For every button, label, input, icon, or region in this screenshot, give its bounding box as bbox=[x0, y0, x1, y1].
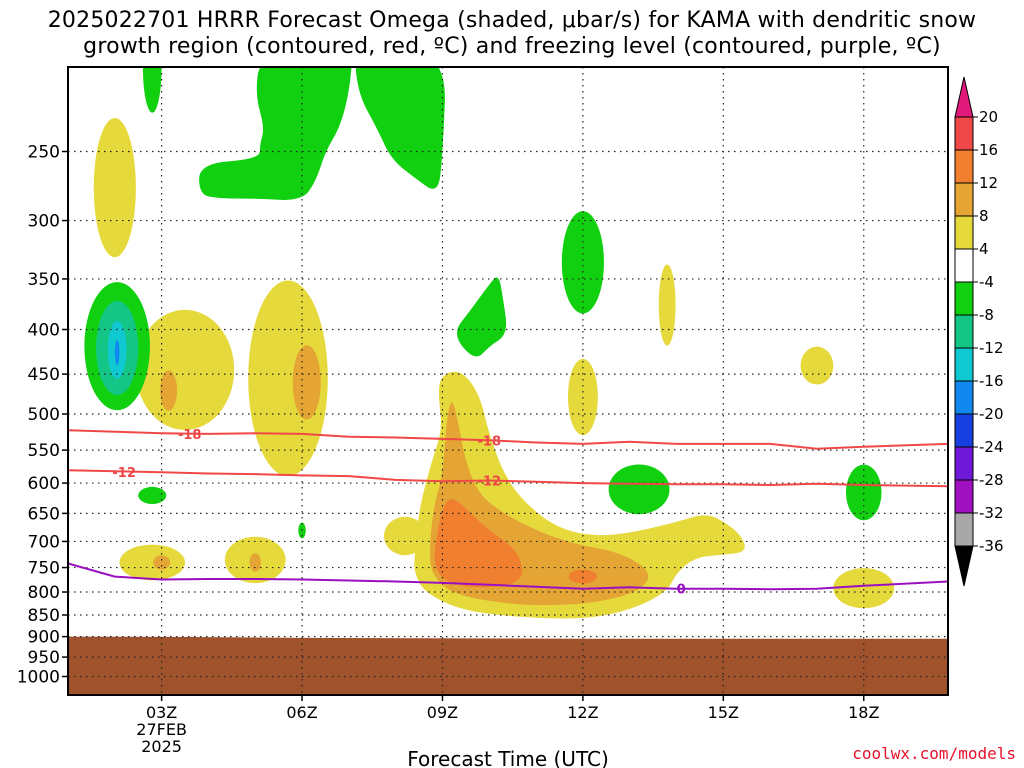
gridlines bbox=[68, 67, 948, 695]
colorbar-label: 4 bbox=[979, 240, 989, 258]
y-tick-label: 1000 bbox=[17, 668, 60, 688]
omega-region-10 bbox=[249, 553, 261, 572]
colorbar-label: 20 bbox=[979, 108, 998, 126]
colorbar-bin bbox=[954, 314, 974, 349]
contour-label: 0 bbox=[677, 583, 686, 598]
colorbar-label: 16 bbox=[979, 141, 998, 159]
colorbar-label: -16 bbox=[979, 372, 1004, 390]
terrain bbox=[68, 636, 948, 695]
y-tick-label: 900 bbox=[28, 628, 60, 648]
colorbar: 20 16 12 8 4 -4 -8 -12 -16 -20 -24 -28 -32 -36 bbox=[954, 76, 1004, 587]
x-tick-label: 09Z bbox=[427, 703, 458, 722]
isotherm-line-0 bbox=[68, 562, 948, 591]
contour-label: -18 bbox=[478, 434, 502, 449]
colorbar-label: 12 bbox=[979, 174, 998, 192]
x-tick-label: 15Z bbox=[708, 703, 739, 722]
colorbar-bin bbox=[954, 479, 974, 514]
colorbar-label: -12 bbox=[979, 339, 1004, 357]
y-tick-label: 550 bbox=[28, 441, 60, 461]
omega-region-2 bbox=[135, 309, 235, 430]
plot-frame bbox=[67, 66, 949, 696]
colorbar-bin bbox=[954, 116, 974, 151]
omega-region-30 bbox=[138, 486, 167, 505]
omega-region-3 bbox=[160, 370, 178, 411]
colorbar-top-arrow bbox=[954, 76, 974, 118]
terrain-fill bbox=[68, 636, 948, 695]
colorbar-bin bbox=[954, 149, 974, 184]
omega-region-11 bbox=[658, 264, 676, 346]
x-axis-label: Forecast Time (UTC) bbox=[407, 747, 609, 768]
x-tick-label: 06Z bbox=[286, 703, 317, 722]
x-tick-label: 18Z bbox=[848, 703, 879, 722]
y-tick-label: 750 bbox=[28, 559, 60, 579]
colorbar-bin bbox=[954, 215, 974, 250]
omega-region-17 bbox=[434, 499, 522, 588]
omega-region-14 bbox=[567, 358, 598, 436]
colorbar-label: -24 bbox=[979, 438, 1004, 456]
omega-region-18 bbox=[568, 569, 597, 584]
colorbar-label: -20 bbox=[979, 405, 1004, 423]
credit-link[interactable]: coolwx.com/models bbox=[852, 744, 1016, 763]
omega-region-7 bbox=[119, 544, 186, 581]
y-tick-label: 450 bbox=[28, 365, 60, 385]
colorbar-bin bbox=[954, 413, 974, 448]
colorbar-bottom-arrow bbox=[954, 545, 974, 587]
colorbar-label: 8 bbox=[979, 207, 989, 225]
contour-label: -18 bbox=[178, 428, 202, 443]
y-tick-label: 350 bbox=[28, 270, 60, 290]
x-tick-label: 12Z bbox=[567, 703, 598, 722]
y-tick-label: 500 bbox=[28, 405, 60, 425]
y-tick-label: 250 bbox=[28, 143, 60, 163]
y-tick-label: 850 bbox=[28, 606, 60, 626]
y-tick-label: 800 bbox=[28, 583, 60, 603]
omega-region-23 bbox=[142, 67, 162, 113]
omega-region-5 bbox=[292, 345, 321, 420]
omega-region-24 bbox=[199, 67, 352, 200]
colorbar-bin bbox=[954, 380, 974, 415]
omega-region-27 bbox=[561, 211, 604, 314]
colorbar-label: -4 bbox=[979, 273, 994, 291]
isotherm-line-minus18 bbox=[68, 429, 948, 450]
colorbar-bin bbox=[954, 347, 974, 382]
temperature-contours: -18 -18 -12 -12 0 bbox=[68, 428, 948, 598]
y-tick-label: 600 bbox=[28, 474, 60, 494]
colorbar-label: -36 bbox=[979, 537, 1004, 555]
colorbar-bin bbox=[954, 281, 974, 316]
x-tick-sublabel: 27FEB bbox=[136, 720, 187, 739]
omega-region-12 bbox=[800, 346, 834, 385]
omega-region-25 bbox=[355, 67, 445, 189]
y-tick-label: 700 bbox=[28, 532, 60, 552]
colorbar-bin bbox=[954, 182, 974, 217]
colorbar-bin bbox=[954, 248, 974, 283]
x-tick-sublabel: 2025 bbox=[141, 737, 182, 756]
omega-region-26 bbox=[457, 277, 507, 357]
omega-region-29 bbox=[845, 464, 882, 521]
chart-title-line-1: 2025022701 HRRR Forecast Omega (shaded, … bbox=[47, 8, 977, 33]
x-tick-label: 03Z bbox=[146, 703, 177, 722]
y-axis: 2503003504004505005506006507007508008509… bbox=[17, 143, 68, 688]
omega-region-8 bbox=[153, 555, 171, 570]
colorbar-label: -8 bbox=[979, 306, 994, 324]
colorbar-bin bbox=[954, 512, 974, 547]
chart-title: 2025022701 HRRR Forecast Omega (shaded, … bbox=[0, 8, 1024, 60]
omega-region-4 bbox=[248, 280, 328, 477]
omega-region-1 bbox=[93, 117, 136, 258]
colorbar-label: -28 bbox=[979, 471, 1004, 489]
y-tick-label: 950 bbox=[28, 648, 60, 668]
omega-region-22 bbox=[114, 339, 120, 365]
y-tick-label: 300 bbox=[28, 212, 60, 232]
colorbar-bin bbox=[954, 446, 974, 481]
y-tick-label: 650 bbox=[28, 504, 60, 524]
y-tick-label: 400 bbox=[28, 321, 60, 341]
omega-region-28 bbox=[608, 464, 670, 515]
omega-shading bbox=[84, 67, 895, 619]
chart-title-line-2: growth region (contoured, red, ºC) and f… bbox=[83, 34, 941, 59]
colorbar-label: -32 bbox=[979, 504, 1004, 522]
omega-region-13 bbox=[833, 568, 895, 609]
isotherm-line-minus12 bbox=[68, 469, 948, 488]
contour-label: -12 bbox=[478, 475, 502, 490]
contour-label: -12 bbox=[112, 466, 136, 481]
